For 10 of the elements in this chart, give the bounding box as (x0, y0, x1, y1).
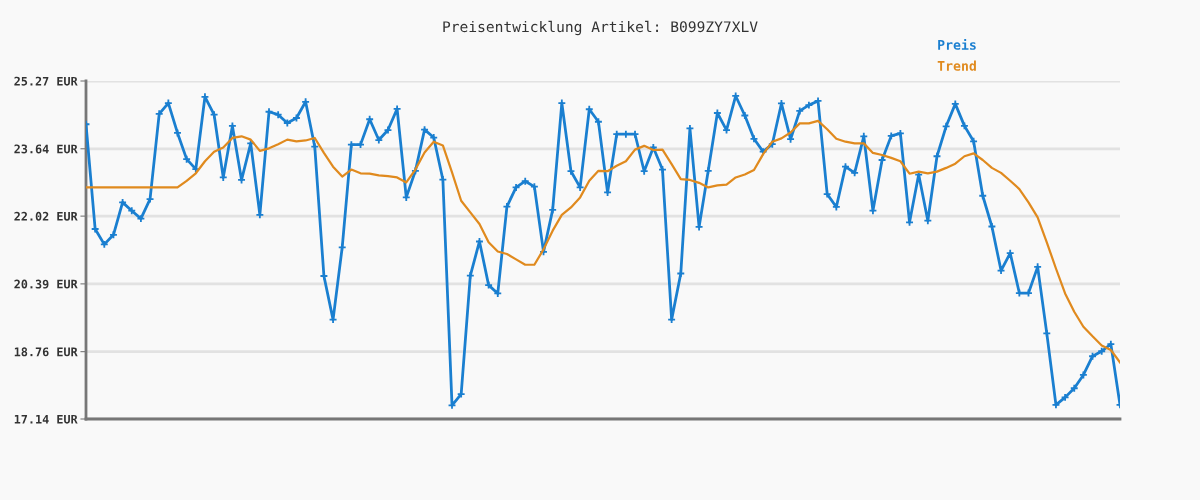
text: Preis (938, 38, 976, 50)
y-tick-label: 22.02 EUR (14, 211, 78, 221)
text: Trend (937, 60, 976, 71)
y-tick-label: 17.14 EUR (14, 414, 78, 424)
line-series (86, 119, 1120, 364)
y-tick-label: 20.39 EUR (14, 279, 78, 289)
y-tick-label: 23.64 EUR (14, 144, 78, 154)
y-tick-label: 25.27 EUR (14, 76, 78, 86)
y-tick-label: 18.76 EUR (14, 347, 78, 357)
chart-title: Preisentwicklung Artikel: B099ZY7XLV (443, 20, 758, 36)
